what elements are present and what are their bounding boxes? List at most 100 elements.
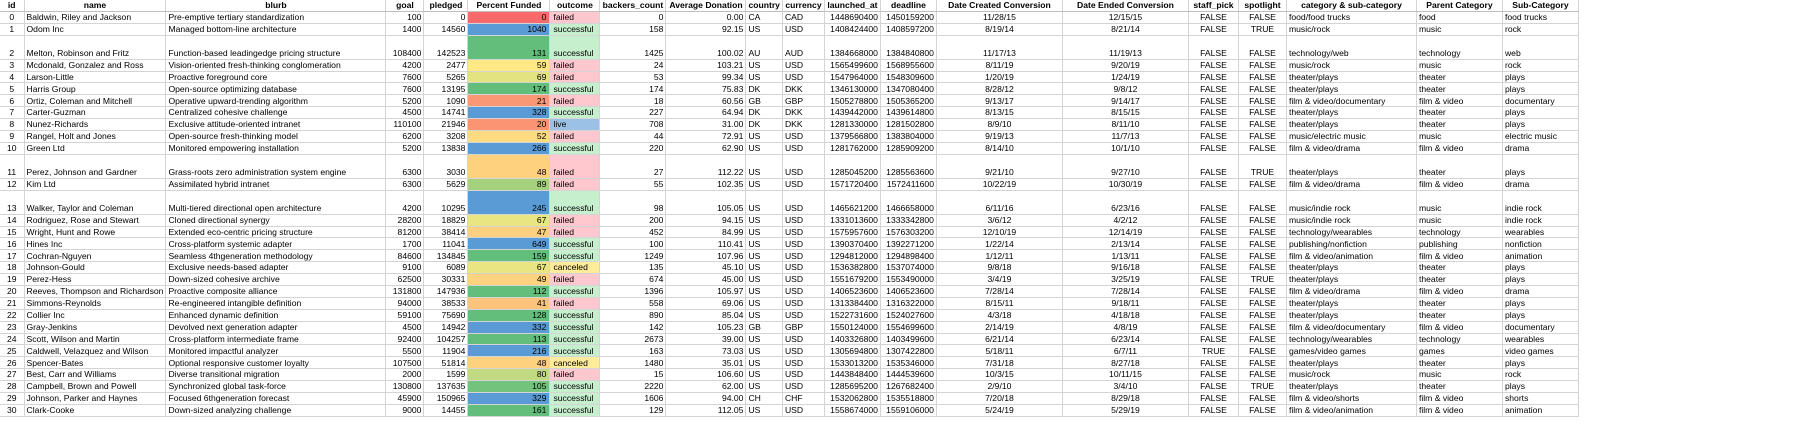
cell-id[interactable]: 15 <box>0 226 25 239</box>
cell-goal[interactable]: 2000 <box>385 368 425 382</box>
cell-backers-count[interactable]: 558 <box>599 297 667 310</box>
column-header[interactable]: goal <box>385 0 425 12</box>
cell-country[interactable]: US <box>745 226 783 239</box>
cell-currency[interactable]: USD <box>782 71 825 84</box>
cell-sub-category[interactable]: shorts <box>1502 392 1579 405</box>
cell-date-created-conversion[interactable]: 3/4/19 <box>936 273 1063 287</box>
cell-outcome[interactable]: successful <box>549 35 601 60</box>
cell-backers-count[interactable]: 227 <box>599 106 667 120</box>
cell-staff-pick[interactable]: FALSE <box>1188 178 1239 191</box>
cell-id[interactable]: 1 <box>0 23 25 36</box>
cell-name[interactable]: Harris Group <box>24 82 167 96</box>
cell-id[interactable]: 12 <box>0 178 25 191</box>
cell-parent-category[interactable]: film & video <box>1416 178 1503 191</box>
table-row[interactable]: 7 Carter-Guzman Centralized cohesive chall… <box>0 106 1579 120</box>
cell-goal[interactable]: 45900 <box>385 392 425 405</box>
cell-parent-category[interactable]: theater <box>1416 273 1503 287</box>
cell-name[interactable]: Odom Inc <box>24 23 167 36</box>
cell-country[interactable]: US <box>745 142 783 155</box>
cell-pledged[interactable]: 142523 <box>423 35 469 60</box>
cell-blurb[interactable]: Enhanced dynamic definition <box>165 309 387 322</box>
cell-id[interactable]: 16 <box>0 237 25 251</box>
cell-currency[interactable]: USD <box>782 344 825 358</box>
cell-backers-count[interactable]: 18 <box>599 94 667 108</box>
table-row[interactable]: 19 Perez-Hess Down-sized cohesive archive 6… <box>0 273 1579 287</box>
table-row[interactable]: 12 Kim Ltd Assimilated hybrid intranet 6300… <box>0 178 1579 191</box>
cell-date-created-conversion[interactable]: 8/14/10 <box>936 142 1063 155</box>
cell-goal[interactable]: 5500 <box>385 344 425 358</box>
cell-blurb[interactable]: Exclusive attitude-oriented intranet <box>165 118 387 132</box>
cell-date-ended-conversion[interactable]: 12/14/19 <box>1062 226 1189 239</box>
cell-currency[interactable]: GBP <box>782 94 825 108</box>
cell-sub-category[interactable]: indie rock <box>1502 214 1579 227</box>
cell-id[interactable]: 2 <box>0 35 25 60</box>
cell-backers-count[interactable]: 135 <box>599 261 667 275</box>
cell-country[interactable]: US <box>745 261 783 275</box>
cell-sub-category[interactable]: plays <box>1502 273 1579 287</box>
cell-date-ended-conversion[interactable]: 4/18/18 <box>1062 309 1189 322</box>
cell-category-sub-category[interactable]: film & video/documentary <box>1286 321 1417 334</box>
cell-staff-pick[interactable]: FALSE <box>1188 59 1239 72</box>
cell-date-created-conversion[interactable]: 6/11/16 <box>936 190 1063 215</box>
cell-parent-category[interactable]: music <box>1416 368 1503 382</box>
cell-spotlight[interactable]: FALSE <box>1238 82 1287 96</box>
cell-category-sub-category[interactable]: theater/plays <box>1286 118 1417 132</box>
cell-spotlight[interactable]: TRUE <box>1238 380 1287 394</box>
cell-average-donation[interactable]: 105.23 <box>665 321 747 334</box>
cell-goal[interactable]: 4500 <box>385 321 425 334</box>
cell-country[interactable]: US <box>745 404 783 417</box>
cell-category-sub-category[interactable]: theater/plays <box>1286 154 1417 179</box>
cell-blurb[interactable]: Assimilated hybrid intranet <box>165 178 387 191</box>
cell-pledged[interactable]: 147936 <box>423 285 469 298</box>
cell-pledged[interactable]: 14942 <box>423 321 469 334</box>
table-row[interactable]: 11 Perez, Johnson and Gardner Grass-roots … <box>0 154 1579 179</box>
cell-date-created-conversion[interactable]: 10/22/19 <box>936 178 1063 191</box>
cell-deadline[interactable]: 1554699600 <box>880 321 937 334</box>
cell-backers-count[interactable]: 1249 <box>599 249 667 263</box>
cell-blurb[interactable]: Exclusive needs-based adapter <box>165 261 387 275</box>
cell-outcome[interactable]: successful <box>549 285 601 298</box>
cell-sub-category[interactable]: electric music <box>1502 130 1579 143</box>
cell-parent-category[interactable]: technology <box>1416 333 1503 346</box>
cell-date-ended-conversion[interactable]: 1/24/19 <box>1062 71 1189 84</box>
cell-date-ended-conversion[interactable]: 9/16/18 <box>1062 261 1189 275</box>
cell-outcome[interactable]: successful <box>549 344 601 358</box>
cell-spotlight[interactable]: FALSE <box>1238 261 1287 275</box>
cell-currency[interactable]: USD <box>782 309 825 322</box>
cell-category-sub-category[interactable]: music/rock <box>1286 23 1417 36</box>
cell-date-created-conversion[interactable]: 7/28/14 <box>936 285 1063 298</box>
cell-launched-at[interactable]: 1575957600 <box>824 226 881 239</box>
cell-blurb[interactable]: Multi-tiered directional open architectu… <box>165 190 387 215</box>
cell-backers-count[interactable]: 163 <box>599 344 667 358</box>
cell-average-donation[interactable]: 73.03 <box>665 344 747 358</box>
cell-spotlight[interactable]: FALSE <box>1238 71 1287 84</box>
cell-outcome[interactable]: failed <box>549 59 601 72</box>
cell-blurb[interactable]: Re-engineered intangible definition <box>165 297 387 310</box>
table-row[interactable]: 13 Walker, Taylor and Coleman Multi-tiered… <box>0 190 1579 215</box>
cell-pledged[interactable]: 0 <box>423 11 469 24</box>
cell-currency[interactable]: DKK <box>782 118 825 132</box>
cell-spotlight[interactable]: FALSE <box>1238 344 1287 358</box>
cell-spotlight[interactable]: FALSE <box>1238 249 1287 263</box>
cell-country[interactable]: CH <box>745 392 783 405</box>
cell-pledged[interactable]: 38533 <box>423 297 469 310</box>
cell-spotlight[interactable]: TRUE <box>1238 23 1287 36</box>
cell-name[interactable]: Perez, Johnson and Gardner <box>24 154 167 179</box>
cell-percent-funded[interactable]: 67 <box>467 214 551 227</box>
cell-date-ended-conversion[interactable]: 8/11/10 <box>1062 118 1189 132</box>
cell-launched-at[interactable]: 1571720400 <box>824 178 881 191</box>
cell-name[interactable]: Gray-Jenkins <box>24 321 167 334</box>
cell-blurb[interactable]: Function-based leadingedge pricing struc… <box>165 35 387 60</box>
cell-outcome[interactable]: failed <box>549 154 601 179</box>
cell-launched-at[interactable]: 1281330000 <box>824 118 881 132</box>
cell-percent-funded[interactable]: 47 <box>467 226 551 239</box>
cell-deadline[interactable]: 1568955600 <box>880 59 937 72</box>
cell-parent-category[interactable]: music <box>1416 23 1503 36</box>
cell-percent-funded[interactable]: 113 <box>467 333 551 346</box>
cell-date-ended-conversion[interactable]: 12/15/15 <box>1062 11 1189 24</box>
cell-staff-pick[interactable]: FALSE <box>1188 380 1239 394</box>
cell-pledged[interactable]: 18829 <box>423 214 469 227</box>
cell-currency[interactable]: USD <box>782 178 825 191</box>
cell-currency[interactable]: USD <box>782 404 825 417</box>
cell-launched-at[interactable]: 1533013200 <box>824 356 881 370</box>
